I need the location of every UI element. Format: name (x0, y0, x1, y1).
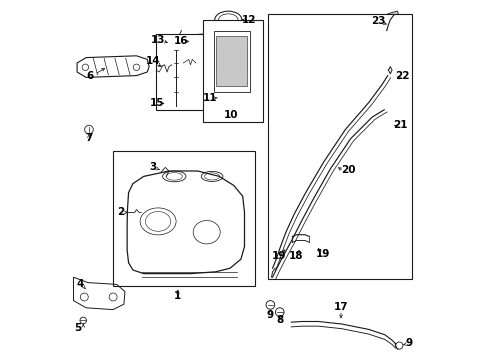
Text: 2: 2 (117, 207, 123, 217)
Text: 19: 19 (315, 249, 329, 259)
Text: 3: 3 (149, 162, 156, 172)
Bar (156, 34, 226, 110)
Text: 20: 20 (340, 165, 355, 175)
Text: 10: 10 (224, 110, 238, 120)
Text: 6: 6 (86, 71, 94, 81)
Text: 9: 9 (405, 338, 412, 348)
Bar (216, 36, 247, 86)
Ellipse shape (220, 26, 240, 35)
Text: 16: 16 (174, 36, 188, 46)
Bar (386, 65, 397, 79)
Text: 8: 8 (276, 315, 283, 325)
Bar (203, 20, 262, 122)
Bar (113, 151, 255, 286)
Text: 4: 4 (77, 279, 84, 289)
Text: 12: 12 (242, 15, 256, 25)
Bar (267, 14, 411, 279)
Bar (213, 31, 249, 92)
Text: 23: 23 (370, 16, 385, 26)
Text: 7: 7 (85, 132, 93, 143)
Text: 22: 22 (394, 71, 408, 81)
Text: 9: 9 (266, 310, 273, 320)
Text: 18: 18 (288, 251, 302, 261)
Text: 15: 15 (149, 98, 164, 108)
Text: 5: 5 (74, 323, 81, 333)
Text: 21: 21 (392, 120, 407, 130)
Text: 1: 1 (174, 291, 181, 301)
Text: 19: 19 (271, 251, 285, 261)
Bar (384, 121, 393, 134)
Text: 13: 13 (151, 35, 165, 45)
Text: 11: 11 (202, 93, 217, 103)
Text: 14: 14 (146, 56, 161, 66)
Bar (387, 11, 400, 25)
Text: 17: 17 (333, 302, 347, 312)
